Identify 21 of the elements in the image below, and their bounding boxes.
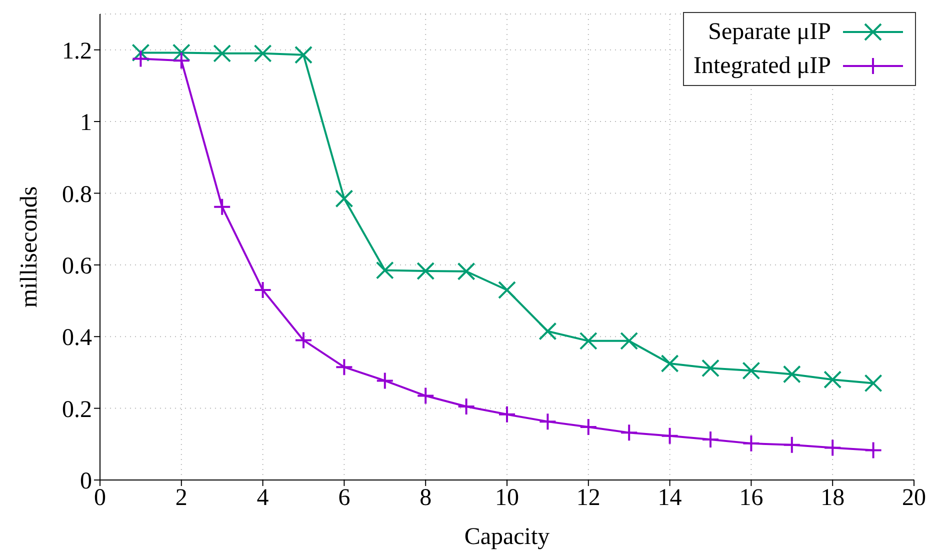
- y-tick-label: 0.4: [62, 325, 92, 352]
- x-tick-label: 2: [175, 485, 188, 512]
- x-tick-label: 6: [338, 485, 350, 512]
- legend-label: Integrated μIP: [694, 52, 831, 80]
- y-tick-label: 0.2: [62, 396, 92, 423]
- legend-label: Separate μIP: [708, 18, 831, 46]
- y-tick-label: 0: [80, 468, 92, 495]
- x-tick-label: 10: [495, 485, 519, 512]
- x-tick-label: 20: [902, 485, 926, 512]
- x-tick-label: 4: [256, 485, 269, 512]
- y-axis-title: milliseconds: [16, 186, 43, 308]
- x-tick-label: 16: [739, 485, 764, 512]
- x-axis-title: Capacity: [464, 524, 550, 550]
- y-tick-label: 0.8: [62, 182, 92, 208]
- x-tick-label: 12: [576, 485, 600, 512]
- x-tick-label: 18: [820, 485, 845, 512]
- x-tick-label: 8: [420, 485, 432, 512]
- y-tick-label: 1.2: [62, 38, 92, 64]
- x-tick-label: 14: [658, 485, 682, 512]
- y-tick-label: 1: [80, 110, 92, 136]
- y-tick-label: 0.6: [62, 253, 92, 280]
